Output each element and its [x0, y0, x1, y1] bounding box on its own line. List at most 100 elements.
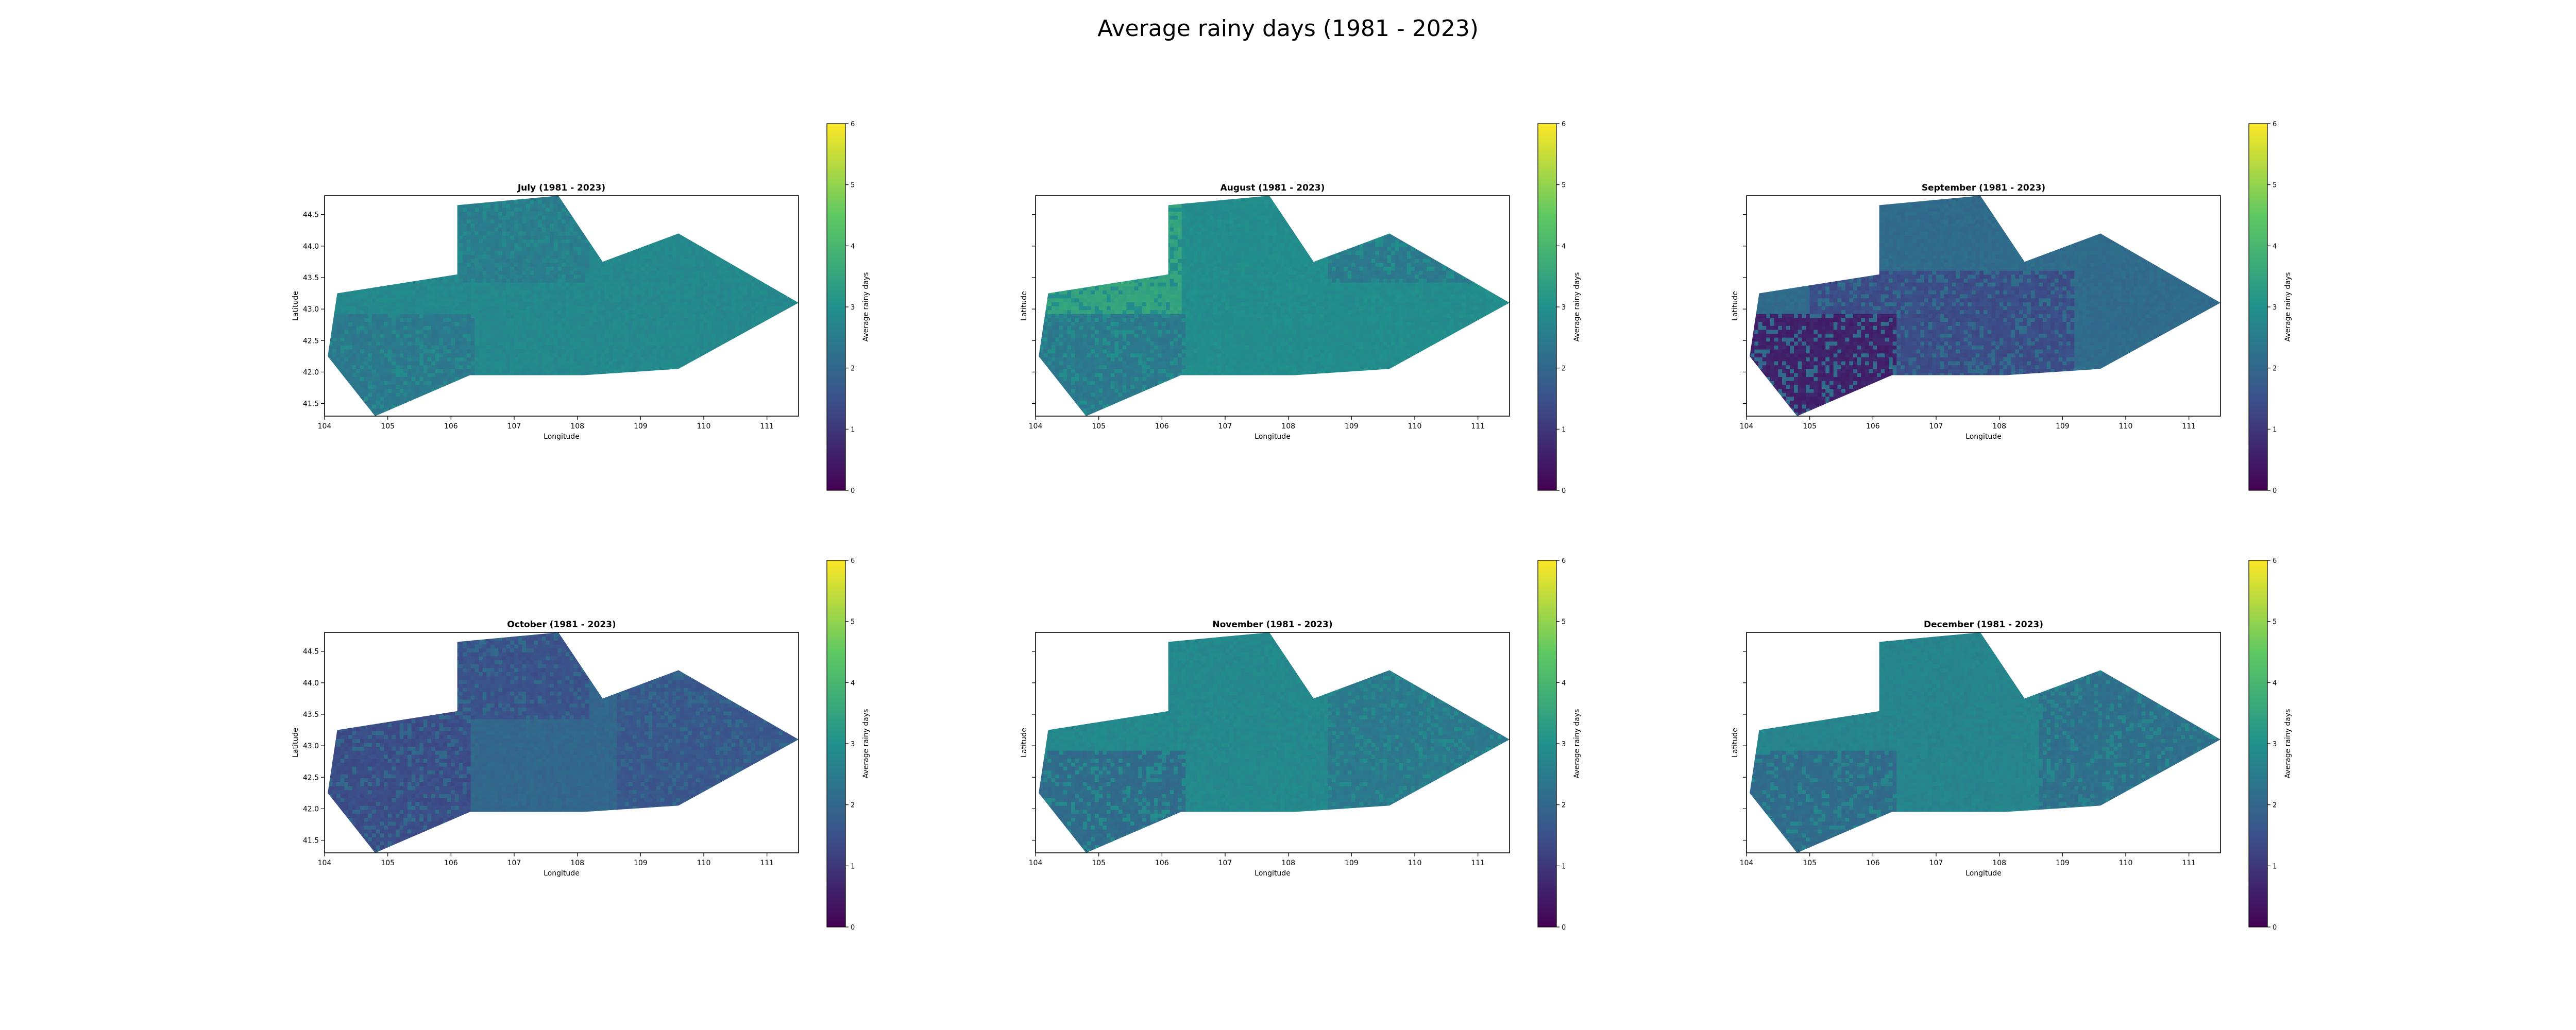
heatmap-cell — [479, 231, 483, 235]
heatmap-cell — [569, 325, 574, 330]
heatmap-cell — [372, 369, 377, 373]
heatmap-cell — [467, 239, 471, 244]
heatmap-cell — [423, 314, 428, 318]
heatmap-cell — [553, 227, 558, 232]
heatmap-cell — [514, 321, 519, 326]
heatmap-cell — [352, 341, 357, 346]
heatmap-cell — [652, 259, 657, 263]
heatmap-cell — [557, 372, 562, 377]
heatmap-cell — [510, 337, 515, 342]
heatmap-cell — [577, 259, 582, 263]
heatmap-cell — [522, 317, 527, 322]
heatmap-cell — [498, 302, 503, 306]
heatmap-cell — [435, 278, 439, 283]
heatmap-cell — [633, 254, 637, 259]
heatmap-cell — [668, 333, 673, 338]
heatmap-cell — [368, 392, 372, 397]
heatmap-cell — [522, 345, 527, 350]
heatmap-cell — [360, 298, 365, 302]
heatmap-cell — [668, 259, 673, 263]
heatmap-cell — [411, 290, 416, 295]
heatmap-cell — [660, 317, 665, 322]
heatmap-cell — [494, 302, 499, 306]
heatmap-cell — [419, 298, 424, 302]
heatmap-cell — [538, 333, 543, 338]
heatmap-cell — [645, 282, 649, 287]
heatmap-cell — [613, 302, 617, 306]
heatmap-cell — [463, 259, 467, 263]
heatmap-cell — [415, 369, 420, 373]
heatmap-cell — [368, 306, 372, 311]
heatmap-cell — [470, 251, 475, 255]
heatmap-cell — [541, 333, 546, 338]
heatmap-cell — [526, 333, 531, 338]
heatmap-cell — [399, 286, 404, 290]
heatmap-cell — [506, 215, 511, 220]
heatmap-cell — [344, 361, 349, 366]
heatmap-cell — [668, 247, 673, 251]
heatmap-cell — [419, 294, 424, 299]
heatmap-cell — [645, 247, 649, 251]
heatmap-cell — [498, 215, 503, 220]
heatmap-cell — [526, 341, 531, 346]
heatmap-cell — [376, 381, 380, 385]
heatmap-cell — [522, 361, 527, 366]
heatmap-cell — [593, 298, 598, 302]
heatmap-cell — [581, 290, 586, 295]
heatmap-cell — [514, 325, 519, 330]
heatmap-cell — [474, 341, 479, 346]
heatmap-cell — [348, 333, 353, 338]
heatmap-cell — [534, 345, 538, 350]
heatmap-cell — [518, 243, 522, 247]
heatmap-cell — [463, 372, 467, 377]
heatmap-cell — [364, 381, 368, 385]
heatmap-cell — [352, 294, 357, 299]
heatmap-cell — [494, 235, 499, 239]
heatmap-cell — [530, 282, 534, 287]
heatmap-cell — [589, 333, 594, 338]
heatmap-cell — [569, 372, 574, 377]
heatmap-cell — [459, 369, 463, 373]
heatmap-cell — [490, 325, 495, 330]
heatmap-cell — [364, 361, 368, 366]
heatmap-cell — [486, 278, 491, 283]
heatmap-cell — [482, 223, 487, 228]
heatmap-cell — [660, 365, 665, 369]
heatmap-cell — [538, 211, 543, 216]
heatmap-cell — [403, 337, 408, 342]
heatmap-cell — [482, 215, 487, 220]
heatmap-cell — [557, 199, 562, 204]
heatmap-cell — [419, 381, 424, 385]
heatmap-cell — [565, 298, 570, 302]
heatmap-cell — [617, 290, 621, 295]
heatmap-cell — [609, 306, 614, 311]
heatmap-cell — [585, 266, 590, 271]
heatmap-cell — [435, 321, 439, 326]
heatmap-cell — [479, 302, 483, 306]
heatmap-cell — [636, 314, 641, 318]
heatmap-cell — [660, 306, 665, 311]
heatmap-cell — [474, 345, 479, 350]
heatmap-cell — [494, 231, 499, 235]
heatmap-cell — [538, 203, 543, 208]
heatmap-cell — [636, 294, 641, 299]
heatmap-cell — [364, 298, 368, 302]
heatmap-cell — [597, 337, 602, 342]
heatmap-cell — [518, 369, 522, 373]
heatmap-cell — [419, 376, 424, 381]
heatmap-cell — [656, 251, 661, 255]
heatmap-cell — [656, 345, 661, 350]
heatmap-cell — [502, 219, 507, 224]
heatmap-cell — [360, 341, 365, 346]
heatmap-cell — [573, 298, 578, 302]
heatmap-cell — [399, 357, 404, 362]
heatmap-cell — [506, 325, 511, 330]
heatmap-cell — [573, 302, 578, 306]
heatmap-cell — [565, 294, 570, 299]
heatmap-cell — [550, 290, 554, 295]
heatmap-cell — [380, 321, 384, 326]
heatmap-cell — [482, 286, 487, 290]
heatmap-cell — [660, 282, 665, 287]
heatmap-cell — [514, 290, 519, 295]
heatmap-cell — [617, 329, 621, 334]
